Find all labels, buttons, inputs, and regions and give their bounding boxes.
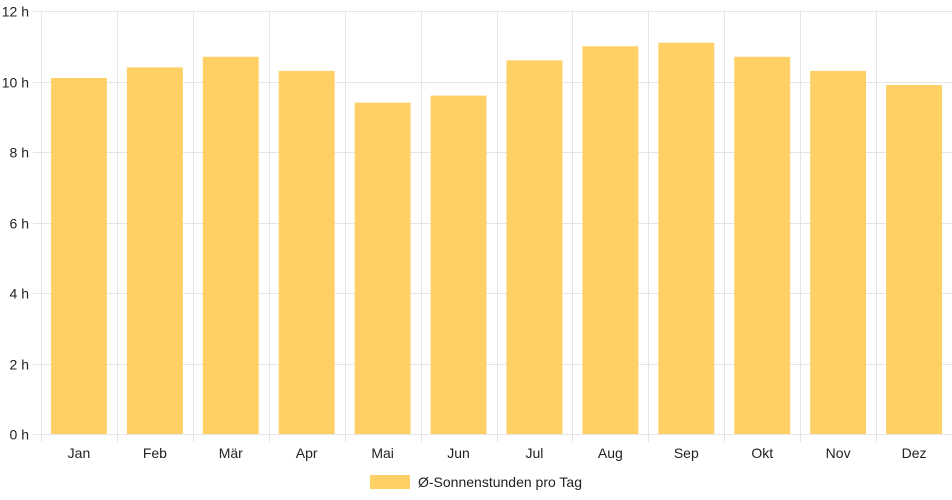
x-tick-label: Mär <box>219 445 243 461</box>
x-tick-label: Jan <box>68 445 91 461</box>
x-tick-label: Nov <box>826 445 851 461</box>
bar <box>886 85 942 435</box>
x-tick-label: Aug <box>598 445 623 461</box>
bar-chart: 0 h 2 h 4 h 6 h 8 h 10 h 12 h Jan Feb Mär Apr Mai Ju… <box>2 4 952 461</box>
bar <box>810 70 867 435</box>
y-tick-label: 10 h <box>2 75 29 91</box>
x-tick-label: Apr <box>296 445 318 461</box>
legend-label: Ø-Sonnenstunden pro Tag <box>418 474 582 490</box>
legend[interactable]: Ø-Sonnenstunden pro Tag <box>0 470 952 494</box>
bar <box>126 67 183 435</box>
x-tick-label: Okt <box>751 445 773 461</box>
legend-swatch <box>370 475 410 489</box>
bar <box>582 46 639 434</box>
bar <box>658 42 715 434</box>
x-tick-label: Mai <box>371 445 394 461</box>
bar <box>506 60 563 434</box>
y-tick-label: 2 h <box>10 357 29 373</box>
y-tick-label: 8 h <box>10 145 29 161</box>
y-tick-label: 6 h <box>10 216 29 232</box>
bar <box>202 56 259 434</box>
bar <box>278 70 335 435</box>
y-tick-label: 0 h <box>10 427 29 443</box>
x-tick-label: Jun <box>447 445 470 461</box>
x-tick-label: Dez <box>902 445 927 461</box>
bar <box>430 95 487 434</box>
bar <box>734 56 791 434</box>
x-tick-label: Feb <box>143 445 167 461</box>
x-tick-label: Jul <box>526 445 544 461</box>
x-tick-label: Sep <box>674 445 699 461</box>
bar <box>354 102 411 435</box>
bar <box>51 77 107 434</box>
y-tick-label: 4 h <box>10 286 29 302</box>
y-tick-label: 12 h <box>2 4 29 20</box>
